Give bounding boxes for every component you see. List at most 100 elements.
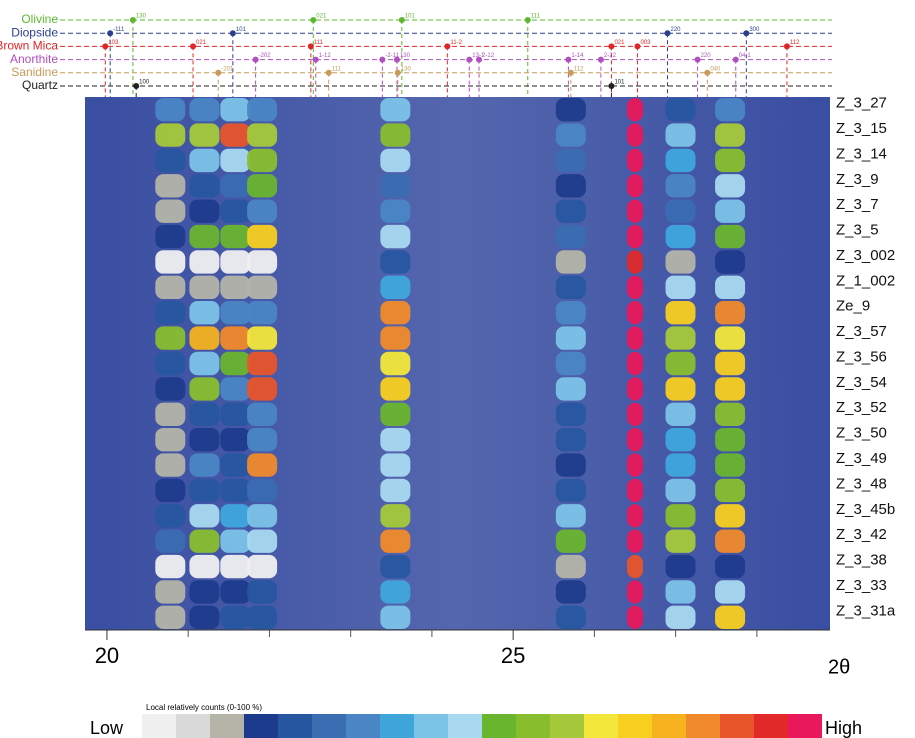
colorbar-low: Low bbox=[90, 718, 124, 738]
row-label: Z_3_15 bbox=[836, 120, 887, 137]
heat-cell bbox=[247, 377, 278, 401]
colorbar-swatch bbox=[414, 714, 448, 738]
heat-cell bbox=[627, 478, 644, 503]
colorbar-swatch bbox=[346, 714, 380, 738]
heat-cell bbox=[220, 98, 251, 122]
reflection-marker bbox=[608, 83, 615, 89]
reflection-label: 101 bbox=[405, 14, 416, 20]
heat-cell bbox=[189, 174, 220, 198]
reflection-marker bbox=[565, 56, 572, 63]
heat-cell bbox=[220, 580, 251, 604]
heat-cell bbox=[247, 351, 278, 376]
heat-cell bbox=[247, 427, 278, 452]
reflection-label: 003 bbox=[640, 40, 651, 46]
heat-cell bbox=[555, 174, 586, 198]
row-label: Z_3_48 bbox=[836, 475, 887, 492]
reflection-marker bbox=[524, 17, 531, 23]
heat-cell bbox=[189, 554, 220, 579]
reflection-label: 130 bbox=[136, 14, 147, 20]
heat-cell bbox=[555, 250, 586, 274]
reflection-label: 103 bbox=[108, 40, 119, 46]
reflection-label: 1-12 bbox=[319, 53, 332, 59]
reflection-marker bbox=[325, 69, 332, 76]
heat-cell bbox=[380, 301, 411, 325]
heat-cell bbox=[715, 250, 746, 274]
row-label: Ze_9 bbox=[836, 298, 870, 315]
reflection-marker bbox=[398, 17, 405, 23]
heat-cell bbox=[715, 402, 746, 426]
heat-cell bbox=[189, 301, 220, 325]
row-label: Z_3_57 bbox=[836, 323, 887, 340]
heat-cell bbox=[189, 98, 220, 122]
heat-cell bbox=[627, 427, 644, 452]
reflection-label: 111 bbox=[332, 66, 342, 72]
heat-cell bbox=[247, 504, 278, 528]
heat-cell bbox=[555, 98, 586, 122]
heat-cell bbox=[380, 554, 411, 579]
heat-cell bbox=[155, 478, 186, 503]
heat-cell bbox=[220, 377, 251, 401]
reflection-marker bbox=[783, 43, 790, 50]
heat-cell bbox=[665, 453, 696, 477]
heat-cell bbox=[555, 275, 586, 300]
reflection-marker bbox=[444, 43, 451, 50]
colorbar-title: Local relatively counts (0-100 %) bbox=[146, 703, 262, 712]
phase-name: Diopside bbox=[11, 25, 58, 39]
row-label: Z_3_45b bbox=[836, 501, 895, 518]
reflection-label: 220 bbox=[701, 53, 712, 59]
row-label: Z_3_14 bbox=[836, 145, 887, 162]
heat-cell bbox=[155, 98, 186, 122]
heat-cell bbox=[220, 605, 251, 629]
phase-name: Anorthite bbox=[10, 52, 58, 66]
heat-cell bbox=[220, 504, 251, 528]
colorbar-swatch bbox=[448, 714, 482, 738]
heat-cell bbox=[220, 174, 251, 198]
heat-cell bbox=[665, 148, 696, 173]
row-label: Z_3_54 bbox=[836, 374, 887, 391]
x-tick-label: 20 bbox=[95, 643, 119, 668]
row-label: Z_3_49 bbox=[836, 450, 887, 467]
heat-cell bbox=[155, 453, 186, 477]
reflection-marker bbox=[310, 17, 317, 23]
phase-name: Olivine bbox=[21, 12, 58, 26]
heat-cell bbox=[555, 351, 586, 376]
heat-cell bbox=[220, 250, 251, 274]
reflection-label: 2-22 bbox=[604, 53, 617, 59]
reflection-label: 112 bbox=[574, 66, 584, 72]
heat-cell bbox=[627, 275, 644, 300]
colorbar-swatch bbox=[380, 714, 414, 738]
reflection-marker bbox=[466, 56, 473, 63]
reflection-label: 100 bbox=[139, 80, 150, 86]
heat-cell bbox=[155, 580, 186, 604]
heat-cell bbox=[665, 275, 696, 300]
heat-cell bbox=[627, 148, 644, 173]
heat-cell bbox=[555, 605, 586, 629]
heat-cell bbox=[155, 326, 186, 350]
reflection-label: 2-12 bbox=[482, 53, 495, 59]
heat-cell bbox=[155, 504, 186, 528]
heat-cell bbox=[155, 199, 186, 223]
colorbar-swatch bbox=[176, 714, 210, 738]
colorbar-swatch bbox=[686, 714, 720, 738]
reflection-marker bbox=[608, 43, 615, 50]
heat-cell bbox=[627, 224, 644, 249]
colorbar-swatch bbox=[278, 714, 312, 738]
reflection-label: 11-2 bbox=[450, 40, 462, 46]
heat-cell bbox=[715, 580, 746, 604]
reflection-marker bbox=[129, 17, 136, 23]
heat-cell bbox=[220, 224, 251, 249]
heat-cell bbox=[220, 326, 251, 350]
heat-cell bbox=[220, 301, 251, 325]
heat-cell bbox=[189, 478, 220, 503]
heat-cell bbox=[189, 605, 220, 629]
row-label: Z_3_5 bbox=[836, 222, 879, 239]
heat-cell bbox=[189, 148, 220, 173]
heat-cell bbox=[715, 199, 746, 223]
reflection-marker bbox=[215, 69, 222, 76]
heat-cell bbox=[380, 504, 411, 528]
heat-cell bbox=[555, 504, 586, 528]
heat-cell bbox=[555, 478, 586, 503]
heat-cell bbox=[627, 326, 644, 350]
reflection-marker bbox=[476, 56, 483, 63]
